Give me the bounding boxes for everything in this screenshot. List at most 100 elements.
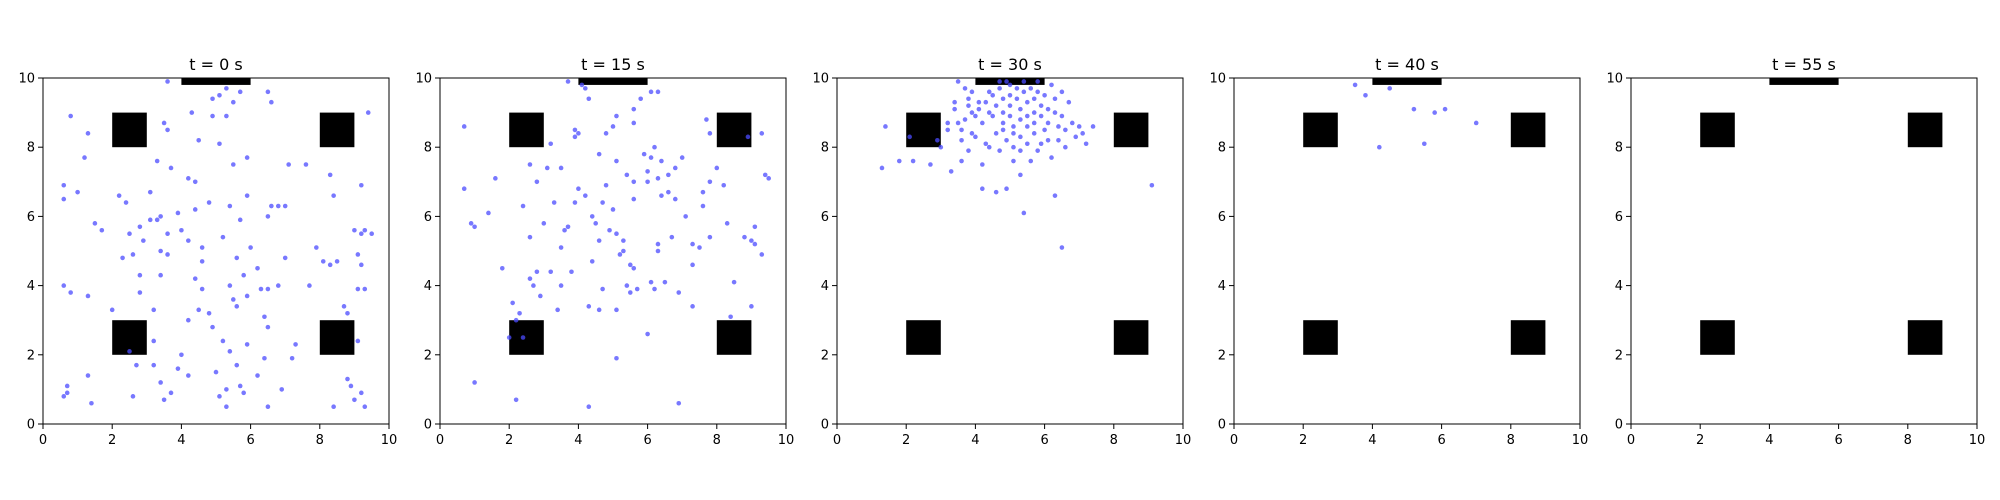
data-point (1000, 127, 1006, 133)
data-point (64, 383, 70, 389)
data-point (586, 404, 592, 410)
data-point (707, 131, 713, 136)
data-point (583, 86, 588, 91)
data-point (61, 283, 67, 288)
data-point (255, 266, 260, 271)
data-point (359, 262, 364, 268)
data-point (655, 89, 661, 95)
data-point (700, 189, 706, 195)
data-point (1007, 103, 1013, 108)
data-point (1042, 127, 1047, 133)
data-point (154, 158, 160, 164)
data-point (258, 286, 264, 292)
data-point (137, 224, 143, 230)
data-point (68, 290, 73, 295)
data-point (534, 269, 540, 275)
data-point (955, 79, 961, 84)
data-point (600, 286, 605, 292)
data-point (461, 186, 467, 192)
data-point (697, 245, 702, 250)
data-point (1049, 82, 1054, 88)
data-point (227, 283, 233, 288)
data-point (576, 186, 581, 192)
data-point (565, 79, 571, 84)
data-point (224, 86, 229, 91)
data-point (168, 390, 174, 396)
y-tick-label: 8 (424, 141, 432, 156)
data-point (648, 279, 654, 285)
data-point (192, 276, 198, 281)
data-point (624, 283, 630, 288)
data-point (583, 193, 588, 198)
data-point (499, 266, 505, 271)
data-point (1387, 86, 1392, 91)
data-point (513, 397, 519, 403)
y-tick-label: 8 (821, 141, 829, 156)
data-point (969, 110, 975, 115)
data-point (85, 131, 91, 136)
data-point (1377, 144, 1382, 150)
y-tick-label: 8 (1615, 141, 1623, 156)
data-point (1059, 89, 1065, 95)
y-tick-label: 2 (424, 348, 432, 363)
data-point (1045, 120, 1051, 126)
data-point (648, 89, 654, 95)
data-point (655, 241, 661, 247)
data-point (64, 390, 70, 396)
data-point (217, 93, 222, 98)
x-tick-label: 4 (971, 433, 979, 448)
data-point (123, 200, 129, 205)
data-point (610, 124, 616, 129)
data-point (596, 307, 602, 313)
obstacle-2 (1510, 112, 1546, 148)
data-point (1080, 131, 1085, 136)
data-point (1011, 144, 1016, 150)
data-point (527, 276, 533, 281)
data-point (669, 234, 675, 240)
data-points (61, 79, 375, 410)
data-point (199, 286, 205, 292)
x-tick-label: 6 (1834, 433, 1842, 448)
data-point (1018, 148, 1023, 153)
data-point (213, 369, 219, 375)
y-tick-label: 8 (1218, 141, 1226, 156)
data-point (707, 234, 713, 240)
data-point (189, 110, 195, 115)
data-point (352, 227, 357, 233)
data-point (558, 245, 564, 250)
data-point (907, 134, 912, 140)
data-point (652, 144, 657, 150)
data-point (282, 203, 288, 209)
data-point (168, 165, 174, 171)
axes-frame (836, 77, 1184, 425)
data-point (596, 238, 602, 243)
data-point (690, 262, 695, 268)
obstacle-4 (1907, 320, 1943, 355)
data-point (231, 162, 236, 167)
x-tick-label: 0 (436, 433, 444, 448)
data-point (700, 203, 706, 209)
data-point (1432, 110, 1437, 115)
data-point (586, 96, 592, 102)
data-point (248, 245, 253, 250)
data-point (165, 127, 170, 133)
data-point (461, 124, 467, 129)
data-point (186, 373, 191, 378)
data-point (348, 383, 354, 389)
obstacle-1 (1303, 112, 1338, 148)
data-point (116, 193, 122, 198)
data-point (468, 221, 474, 226)
data-point (1035, 89, 1040, 95)
x-tick-label: 6 (1437, 433, 1445, 448)
data-point (1000, 110, 1006, 115)
data-point (293, 342, 298, 347)
data-point (345, 310, 350, 316)
data-point (645, 331, 650, 337)
data-point (631, 266, 637, 271)
data-point (749, 238, 754, 243)
x-tick-label: 8 (1904, 433, 1912, 448)
data-point (1352, 82, 1358, 88)
obstacle-2 (1113, 112, 1149, 148)
obstacle-3 (1700, 320, 1735, 355)
